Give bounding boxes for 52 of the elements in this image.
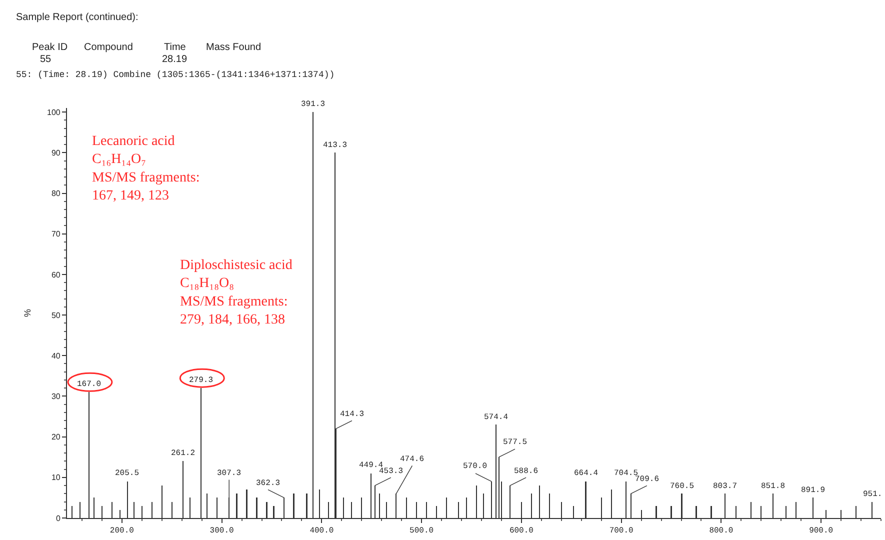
annotation: 414.3 [340,410,364,419]
annotation: 574.4 [484,413,508,422]
x-tick-label: 300.0 [210,526,234,536]
x-tick-label: 200.0 [110,526,134,536]
annotation: 803.7 [713,482,738,491]
annotation: 205.5 [115,469,140,478]
annotation: 577.5 [503,438,528,447]
annotation: 279.3 [189,376,214,385]
y-tick-label: 30 [51,392,61,402]
x-tick-label: 600.0 [509,526,534,536]
annotation: 362.3 [256,479,280,488]
annotation: 709.6 [635,475,660,484]
text: Mass Found [206,42,262,53]
text: 28.19 [162,54,188,65]
text: Peak ID [32,42,68,53]
y-tick-label: 0 [56,514,61,523]
text: Time [164,42,186,53]
text: Compound [84,42,133,53]
y-tick-label: 20 [51,432,61,442]
y-tick-label: 100 [47,108,61,117]
x-tick-label: 700.0 [609,526,634,536]
y-tick-label: 10 [51,473,61,482]
annotation: 851.8 [761,482,786,491]
text: Sample Report (continued): [16,12,138,23]
annotation: 413.3 [323,141,348,150]
x-tick-label: 400.0 [310,526,334,536]
y-axis-title: % [22,308,32,318]
annotation: 951. [863,490,882,499]
y-tick-label: 40 [51,351,61,360]
y-tick-label: 80 [51,189,61,198]
annotation: 307.3 [217,469,242,478]
annotation: 261.2 [171,449,196,458]
y-tick-label: 50 [51,310,61,320]
annotation: 760.5 [670,482,694,491]
annotation: 664.4 [574,469,598,478]
annotation: 588.6 [514,467,538,476]
annotation: 570.0 [463,462,488,471]
annotation: Diploschistesic acid C₁₈H₁₈O₈ MS/MS fragments: 279, 184, 166, 138 [180,258,292,328]
annotation: 167.0 [77,380,102,389]
text: 55 [40,54,52,65]
annotation: 891.9 [801,486,826,495]
y-tick-label: 60 [51,270,61,280]
annotation: 474.6 [400,455,424,464]
x-tick-label: 800.0 [709,526,734,536]
annotation: 453.3 [379,467,404,476]
x-tick-label: 500.0 [410,526,434,536]
annotation: 391.3 [301,100,326,109]
x-tick-label: 900.0 [809,526,834,536]
y-tick-label: 70 [51,230,61,239]
annotation: Lecanoric acid C₁₆H₁₄O₇ MS/MS fragments: 167, 149, 123 [92,134,200,204]
text: 55: (Time: 28.19) Combine (1305:1365-(1341:1346+1371:1374)) [16,70,335,80]
y-tick-label: 90 [51,148,61,158]
